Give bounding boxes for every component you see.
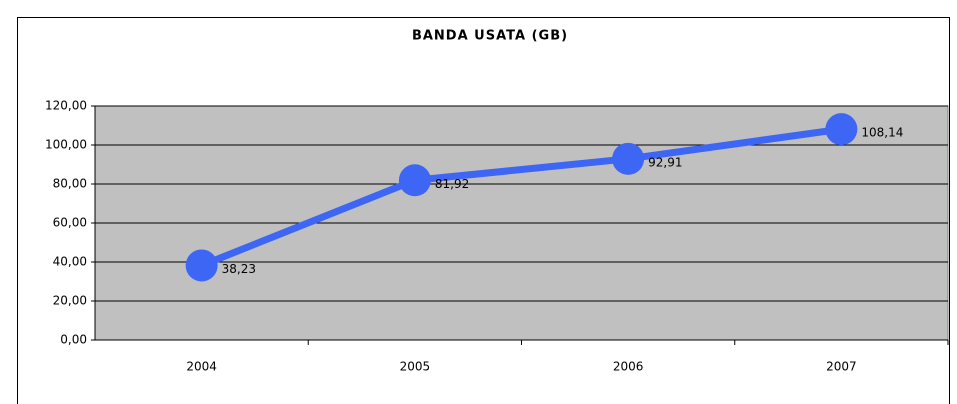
x-tick-label: 2006 [613,360,644,374]
y-tick-label: 80,00 [53,177,87,191]
data-label: 38,23 [222,262,256,276]
x-tick-label: 2005 [400,360,431,374]
chart-title: BANDA USATA (GB) [412,29,568,44]
x-tick-label: 2004 [186,360,217,374]
y-tick-label: 0,00 [60,333,87,347]
marker [825,113,858,146]
data-label: 92,91 [648,155,682,169]
series-line [200,125,842,269]
marker [185,249,218,282]
y-tick-label: 20,00 [53,294,87,308]
y-tick-label: 100,00 [45,138,87,152]
data-label: 81,92 [435,177,469,191]
marker [612,142,645,175]
marker [398,164,431,197]
y-tick-label: 60,00 [53,216,87,230]
y-tick-label: 120,00 [45,99,87,113]
x-tick-label: 2007 [826,360,857,374]
data-label: 108,14 [861,126,903,140]
y-tick-label: 40,00 [53,255,87,269]
